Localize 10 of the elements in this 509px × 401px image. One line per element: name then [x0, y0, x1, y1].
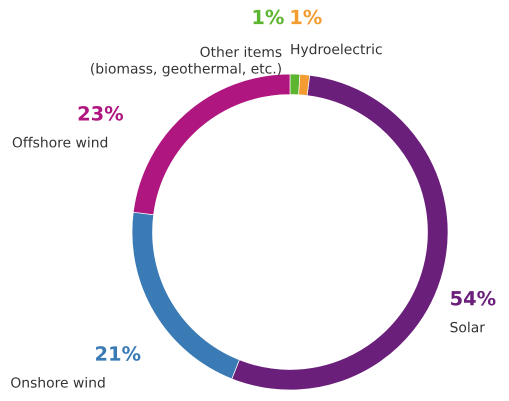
data-label: 23%	[78, 106, 124, 121]
slice-label: Onshore wind	[11, 376, 105, 388]
data-label: 1%	[254, 10, 284, 24]
data-label: 21%	[96, 346, 140, 361]
data-label: 1%	[291, 10, 322, 24]
slice-label: Offshore wind	[12, 136, 108, 148]
data-label: 54%	[451, 290, 496, 306]
slice-label: Solar	[450, 322, 485, 332]
slice-label: Other items (biomass, geothermal, etc.)	[91, 46, 282, 76]
slice-label: Hydroelectric	[291, 44, 382, 58]
